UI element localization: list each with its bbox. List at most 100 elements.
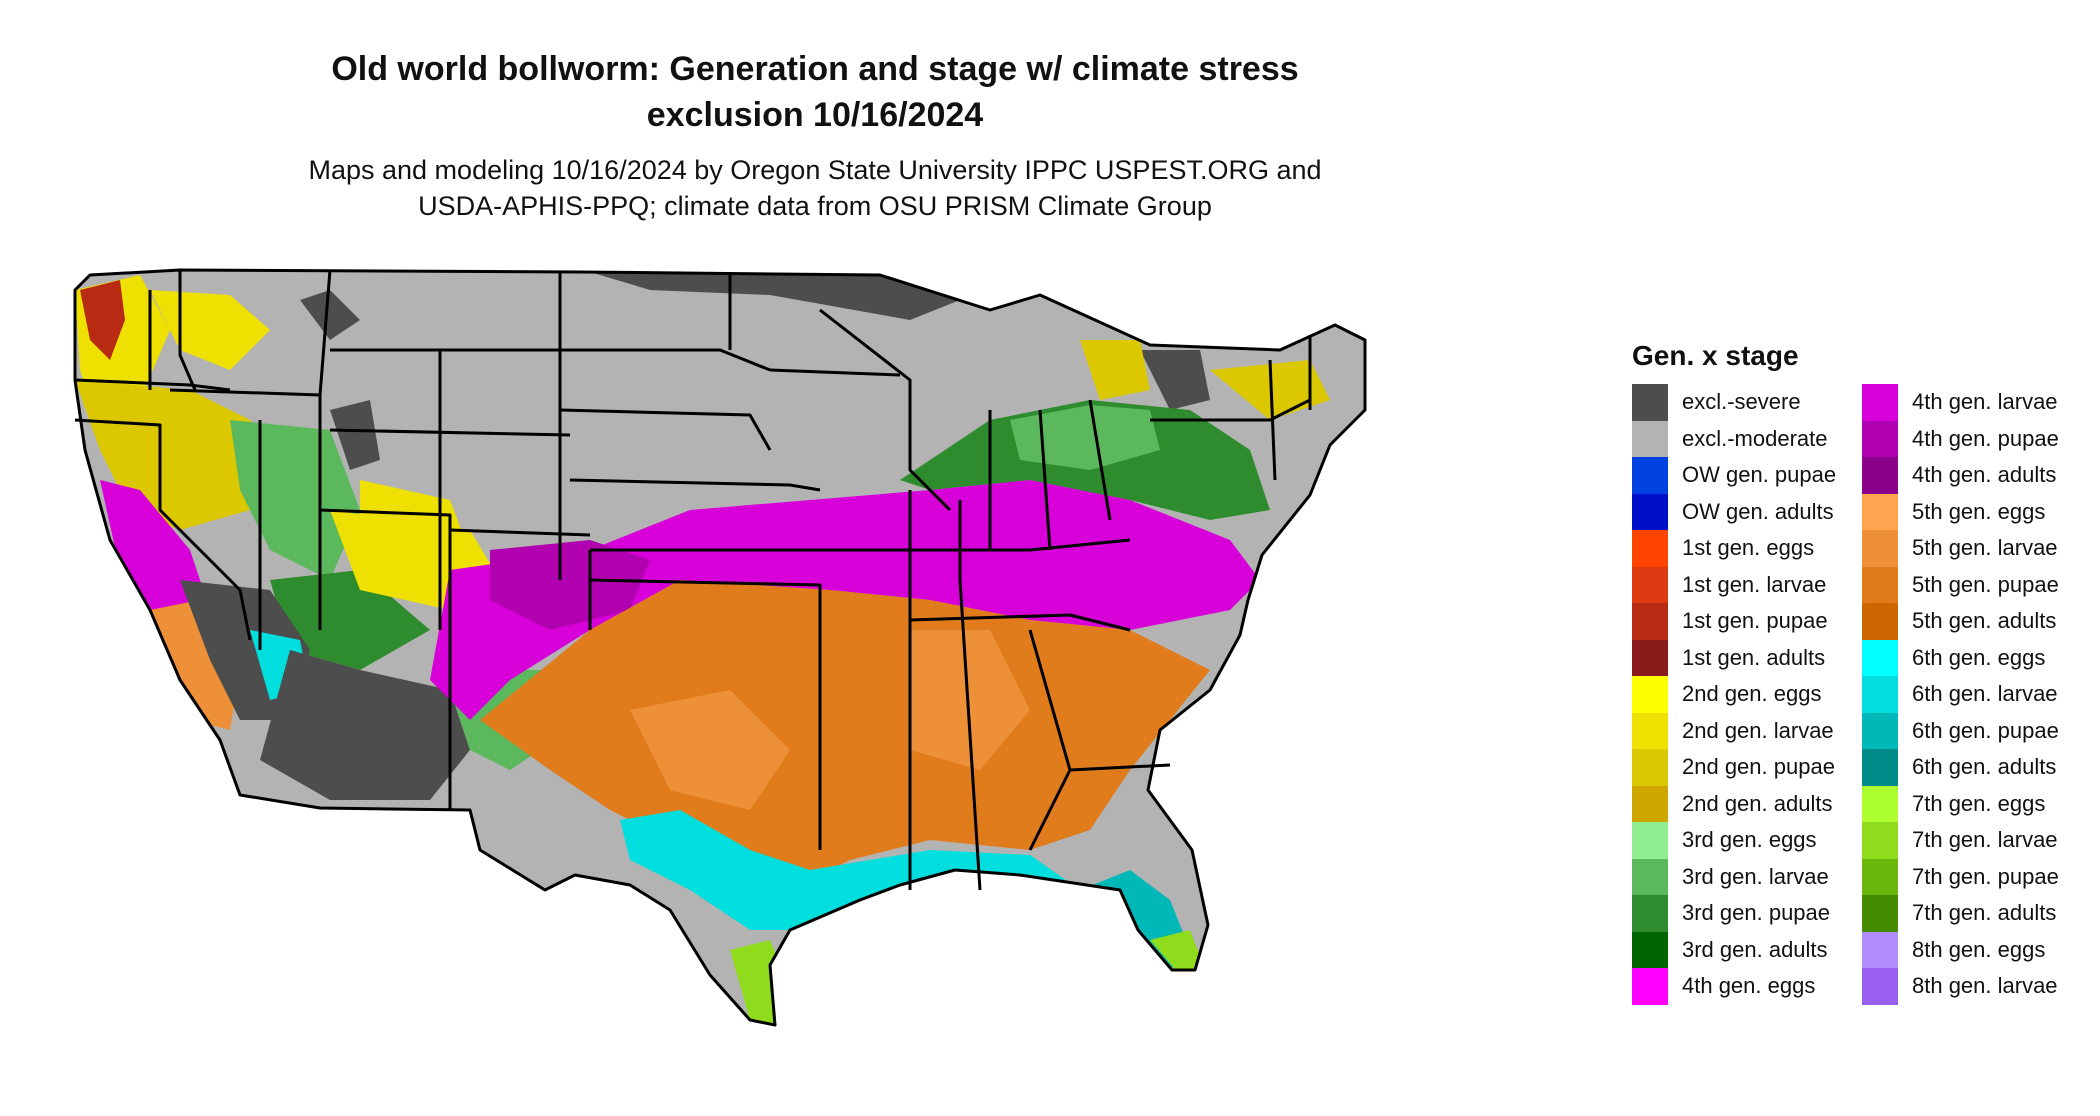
- legend-swatch: [1632, 530, 1668, 567]
- legend-item: 7th gen. larvae: [1862, 822, 2092, 859]
- legend-item: 7th gen. eggs: [1862, 785, 2092, 822]
- legend-swatch: [1632, 712, 1668, 749]
- legend-label: 2nd gen. pupae: [1682, 754, 1835, 780]
- legend-label: 7th gen. eggs: [1912, 790, 2046, 816]
- legend-swatch: [1632, 676, 1668, 713]
- legend-label: OW gen. adults: [1682, 498, 1834, 524]
- legend-label: 2nd gen. eggs: [1682, 681, 1822, 707]
- legend-item: excl.-severe: [1632, 384, 1862, 421]
- legend-label: OW gen. pupae: [1682, 462, 1837, 488]
- legend-swatch: [1862, 931, 1898, 968]
- legend-swatch: [1632, 785, 1668, 822]
- legend-swatch: [1632, 895, 1668, 932]
- legend-label: 1st gen. eggs: [1682, 535, 1815, 561]
- legend-label: 4th gen. adults: [1912, 462, 2057, 488]
- legend-swatch: [1862, 785, 1898, 822]
- legend-item: OW gen. adults: [1632, 493, 1862, 530]
- legend-label: 1st gen. larvae: [1682, 571, 1827, 597]
- legend-label: 3rd gen. larvae: [1682, 863, 1829, 889]
- legend-swatch: [1862, 749, 1898, 786]
- map-title: Old world bollworm: Generation and stage…: [200, 46, 1430, 138]
- legend-label: 5th gen. larvae: [1912, 535, 2058, 561]
- legend-item: 6th gen. eggs: [1862, 639, 2092, 676]
- legend-swatch: [1862, 968, 1898, 1005]
- legend-item: 7th gen. pupae: [1862, 858, 2092, 895]
- legend-label: 5th gen. pupae: [1912, 571, 2059, 597]
- legend-swatch: [1632, 931, 1668, 968]
- legend-item: 4th gen. larvae: [1862, 384, 2092, 421]
- legend-swatch: [1632, 566, 1668, 603]
- legend-label: 1st gen. pupae: [1682, 608, 1828, 634]
- legend-swatch: [1632, 457, 1668, 494]
- state-borders: [73, 268, 1367, 1027]
- legend-label: 5th gen. eggs: [1912, 498, 2046, 524]
- legend-label: excl.-moderate: [1682, 425, 1828, 451]
- legend: Gen. x stage excl.-severe excl.-moderate O…: [1632, 340, 2092, 1005]
- legend-item: 2nd gen. pupae: [1632, 749, 1862, 786]
- legend-swatch: [1862, 895, 1898, 932]
- legend-swatch: [1862, 676, 1898, 713]
- legend-swatch: [1632, 420, 1668, 457]
- legend-label: 1st gen. adults: [1682, 644, 1826, 670]
- legend-column-1: excl.-severe excl.-moderate OW gen. pupae O…: [1632, 384, 1862, 1005]
- legend-swatch: [1862, 822, 1898, 859]
- legend-swatch: [1862, 712, 1898, 749]
- legend-item: 6th gen. larvae: [1862, 676, 2092, 713]
- subtitle-line-2: USDA-APHIS-PPQ; climate data from OSU PR…: [418, 191, 1212, 221]
- legend-item: 3rd gen. larvae: [1632, 858, 1862, 895]
- legend-item: 1st gen. pupae: [1632, 603, 1862, 640]
- legend-item: 1st gen. eggs: [1632, 530, 1862, 567]
- legend-item: excl.-moderate: [1632, 420, 1862, 457]
- legend-label: 4th gen. pupae: [1912, 425, 2059, 451]
- legend-swatch: [1862, 457, 1898, 494]
- legend-item: 1st gen. adults: [1632, 639, 1862, 676]
- legend-swatch: [1632, 968, 1668, 1005]
- legend-item: OW gen. pupae: [1632, 457, 1862, 494]
- legend-swatch: [1862, 493, 1898, 530]
- legend-swatch: [1862, 566, 1898, 603]
- legend-item: 4th gen. pupae: [1862, 420, 2092, 457]
- legend-item: 5th gen. eggs: [1862, 493, 2092, 530]
- legend-swatch: [1862, 858, 1898, 895]
- legend-label: 5th gen. adults: [1912, 608, 2057, 634]
- legend-label: 8th gen. larvae: [1912, 973, 2058, 999]
- legend-swatch: [1632, 749, 1668, 786]
- title-line-2: exclusion 10/16/2024: [646, 96, 984, 134]
- legend-swatch: [1862, 603, 1898, 640]
- legend-column-2: 4th gen. larvae 4th gen. pupae 4th gen. ad…: [1862, 384, 2092, 1005]
- legend-item: 5th gen. larvae: [1862, 530, 2092, 567]
- legend-item: 6th gen. pupae: [1862, 712, 2092, 749]
- legend-item: 8th gen. eggs: [1862, 931, 2092, 968]
- legend-title: Gen. x stage: [1632, 340, 1799, 371]
- legend-label: 6th gen. larvae: [1912, 681, 2058, 707]
- legend-label: 3rd gen. pupae: [1682, 900, 1831, 926]
- us-map: [73, 268, 1367, 1027]
- legend-label: excl.-severe: [1682, 389, 1801, 415]
- legend-item: 8th gen. larvae: [1862, 968, 2092, 1005]
- legend-label: 2nd gen. larvae: [1682, 717, 1834, 743]
- legend-label: 2nd gen. adults: [1682, 790, 1833, 816]
- subtitle-line-1: Maps and modeling 10/16/2024 by Oregon S…: [308, 155, 1322, 185]
- legend-swatch: [1632, 639, 1668, 676]
- legend-item: 2nd gen. adults: [1632, 785, 1862, 822]
- legend-label: 6th gen. pupae: [1912, 717, 2059, 743]
- legend-swatch: [1632, 858, 1668, 895]
- legend-item: 2nd gen. eggs: [1632, 676, 1862, 713]
- legend-label: 4th gen. larvae: [1912, 389, 2058, 415]
- legend-item: 2nd gen. larvae: [1632, 712, 1862, 749]
- legend-label: 4th gen. eggs: [1682, 973, 1816, 999]
- legend-item: 3rd gen. adults: [1632, 931, 1862, 968]
- legend-label: 6th gen. eggs: [1912, 644, 2046, 670]
- legend-label: 3rd gen. adults: [1682, 936, 1828, 962]
- legend-label: 6th gen. adults: [1912, 754, 2057, 780]
- legend-label: 3rd gen. eggs: [1682, 827, 1817, 853]
- legend-swatch: [1862, 639, 1898, 676]
- legend-item: 1st gen. larvae: [1632, 566, 1862, 603]
- legend-item: 7th gen. adults: [1862, 895, 2092, 932]
- legend-item: 4th gen. eggs: [1632, 968, 1862, 1005]
- legend-swatch: [1632, 493, 1668, 530]
- legend-swatch: [1862, 530, 1898, 567]
- legend-item: 4th gen. adults: [1862, 457, 2092, 494]
- legend-item: 3rd gen. eggs: [1632, 822, 1862, 859]
- legend-swatch: [1632, 384, 1668, 421]
